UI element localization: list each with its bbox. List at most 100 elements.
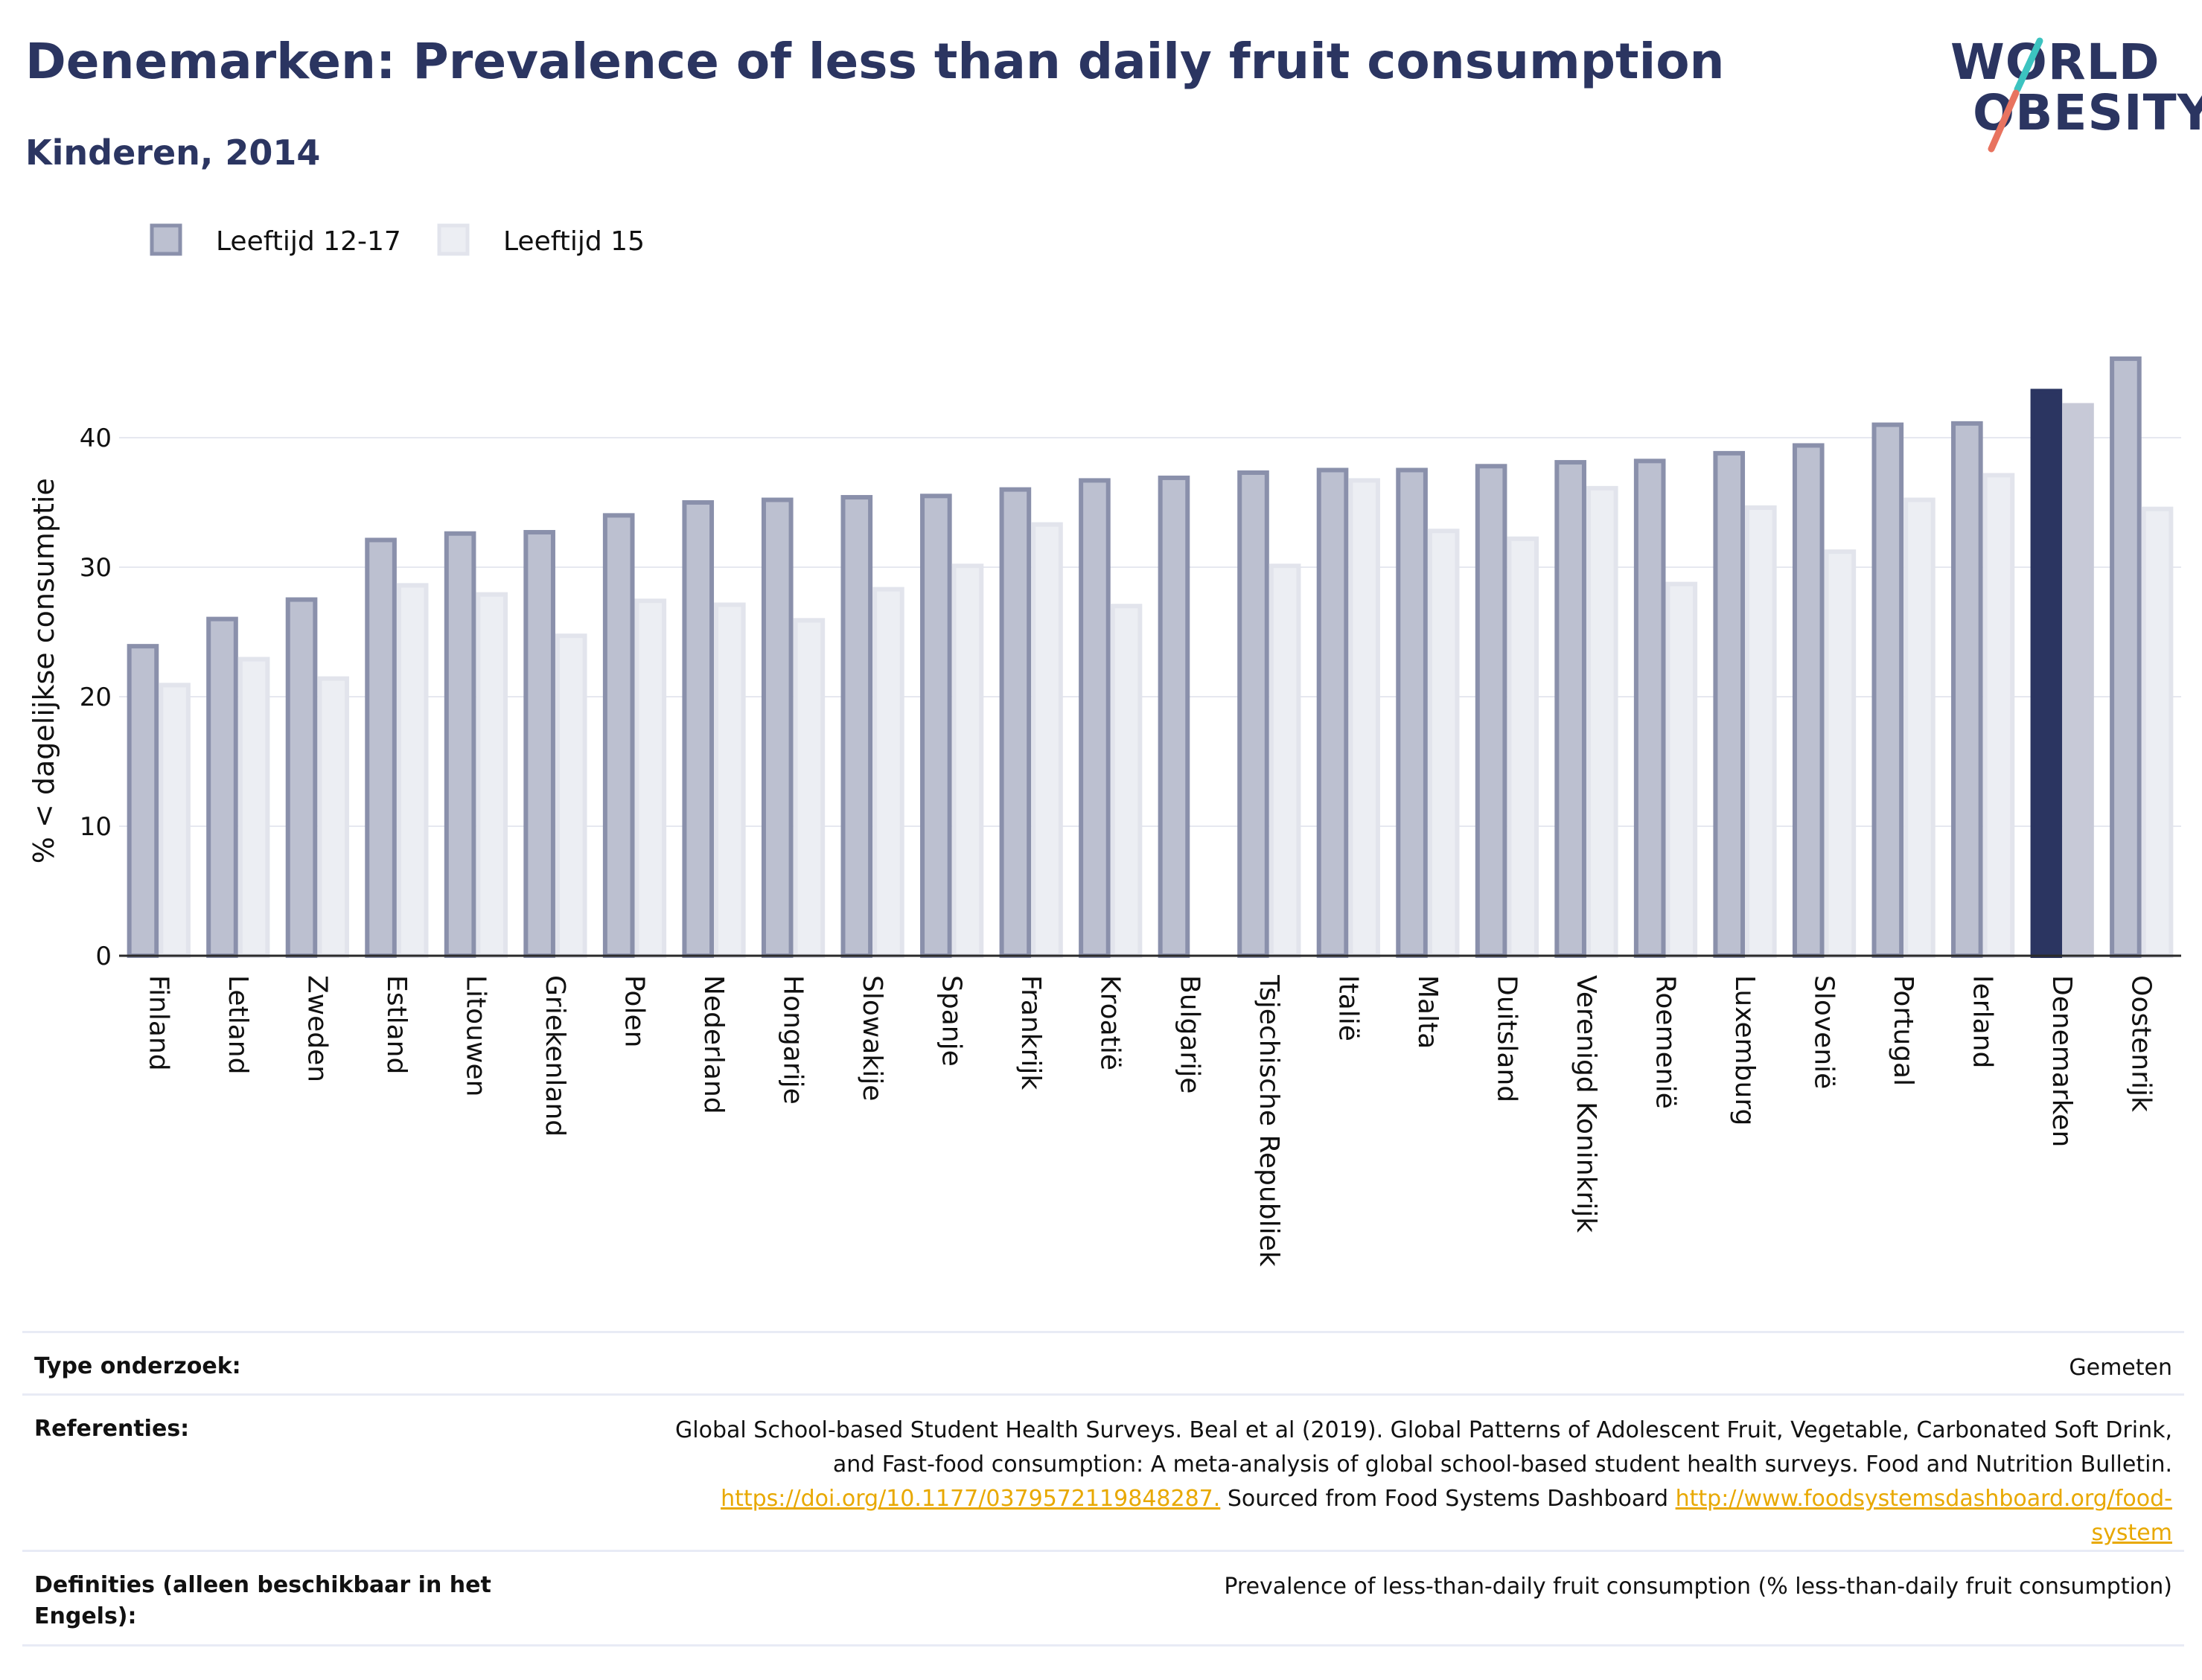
- bar-series-2: [476, 592, 508, 958]
- bar-series-2: [159, 683, 191, 959]
- bar-series-1: [682, 500, 715, 958]
- bar-series-1: [1079, 478, 1111, 959]
- ref-text-1: Global School-based Student Health Surve…: [675, 1417, 2172, 1443]
- chart-title: Denemarken: Prevalence of less than dail…: [25, 33, 1725, 90]
- x-category-label: Litouwen: [460, 975, 491, 1096]
- bar-series-2: [1745, 505, 1777, 958]
- bar-series-1: [1158, 475, 1190, 958]
- bar-series-1: [1713, 450, 1746, 958]
- legend-swatch-series-2: [437, 223, 470, 256]
- bar-series-2: [714, 602, 746, 959]
- x-category-label: Malta: [1412, 975, 1443, 1049]
- x-category-label: Portugal: [1888, 975, 1918, 1086]
- x-category-label: Oostenrijk: [2126, 975, 2157, 1112]
- meta-ref-value: Global School-based Student Health Surve…: [549, 1414, 2172, 1550]
- x-category-label: Estland: [381, 975, 412, 1074]
- bar-series-1: [602, 513, 635, 958]
- bar-series-2: [1586, 485, 1618, 958]
- bar-series-2: [951, 563, 984, 958]
- bar-series-1: [285, 597, 318, 958]
- bar-series-1: [920, 494, 952, 958]
- bar-series-2: [1268, 563, 1301, 958]
- bar-series-1: [1554, 460, 1586, 958]
- bar-series-2: [1427, 528, 1460, 958]
- meta-def-value: Prevalence of less-than-daily fruit cons…: [1224, 1574, 2172, 1600]
- bar-series-2: [1110, 604, 1143, 958]
- meta-row-definitions: Definities (alleen beschikbaar in het En…: [22, 1550, 2184, 1647]
- x-category-label: Bulgarije: [1174, 975, 1204, 1093]
- bar-series-1: [761, 497, 794, 958]
- legend-label-series-2: Leeftijd 15: [503, 226, 645, 257]
- bar-series-1: [1871, 422, 1904, 959]
- bar-series-1: [840, 495, 873, 959]
- bar-series-1: [127, 644, 159, 958]
- metadata-table: Type onderzoek: Gemeten Referenties: Glo…: [22, 1331, 2184, 1647]
- bar-series-1: [1396, 467, 1428, 958]
- bar-series-2: [555, 633, 587, 958]
- bar-series-2: [634, 598, 667, 958]
- x-category-label: Luxemburg: [1729, 975, 1760, 1125]
- meta-row-type: Type onderzoek: Gemeten: [22, 1331, 2184, 1393]
- bar-series-2: [237, 657, 270, 958]
- bar-series-2: [2141, 506, 2174, 958]
- bar-series-2: [793, 618, 826, 959]
- meta-ref-label: Referenties:: [34, 1416, 190, 1442]
- y-tick-label: 0: [95, 942, 112, 971]
- meta-type-value: Gemeten: [2069, 1355, 2172, 1381]
- bar-series-2: [2062, 403, 2094, 958]
- bar-series-1: [444, 531, 476, 958]
- x-category-label: Duitsland: [1491, 975, 1522, 1102]
- x-category-label: Letland: [223, 975, 253, 1074]
- bar-series-1: [2110, 356, 2142, 959]
- x-category-label: Spanje: [936, 975, 967, 1067]
- doi-link[interactable]: https://doi.org/10.1177/0379572119848287…: [721, 1486, 1221, 1512]
- bar-series-1: [206, 616, 238, 958]
- x-category-label: Tsjechische Republiek: [1254, 974, 1284, 1267]
- y-axis-title: % < dagelijkse consumptie: [28, 478, 60, 863]
- bar-series-1: [1237, 470, 1269, 959]
- bar-series-1: [1951, 421, 1983, 958]
- chart-subtitle: Kinderen, 2014: [25, 132, 321, 173]
- x-category-label: Ierland: [1968, 975, 1998, 1068]
- bar-series-1: [1475, 464, 1507, 958]
- bar-series-2: [1903, 497, 1935, 958]
- x-category-label: Italië: [1333, 975, 1363, 1041]
- logo-slash-icon: [1988, 37, 2043, 153]
- x-category-label: Nederland: [698, 975, 729, 1114]
- dashboard-link-part1[interactable]: http://www.foodsystemsdashboard.org/food…: [1675, 1486, 2172, 1512]
- legend-label-series-1: Leeftijd 12-17: [216, 226, 401, 257]
- x-category-label: Zweden: [301, 975, 332, 1082]
- x-category-label: Polen: [619, 975, 650, 1047]
- y-tick-label: 30: [80, 553, 112, 583]
- x-category-label: Hongarije: [778, 975, 808, 1105]
- x-category-label: Frankrijk: [1015, 975, 1046, 1090]
- world-obesity-logo: WORLD OBESITY: [1935, 33, 2202, 164]
- bar-series-1: [523, 530, 555, 958]
- meta-type-label: Type onderzoek:: [34, 1353, 241, 1379]
- bar-series-2: [1507, 536, 1539, 959]
- x-category-label: Roemenië: [1650, 975, 1681, 1109]
- bar-series-1: [1633, 459, 1666, 958]
- bar-series-2: [1982, 473, 2015, 958]
- dashboard-link-part2[interactable]: system: [2091, 1520, 2172, 1546]
- y-tick-label: 40: [80, 424, 112, 453]
- bar-series-2: [1348, 478, 1380, 959]
- bar-chart: 0 10 20 30 40 % < dagelijkse consumptie Finlan…: [28, 223, 2181, 1267]
- x-category-label: Finland: [143, 975, 173, 1071]
- x-category-label: Kroatië: [1095, 975, 1126, 1070]
- x-category-label: Denemarken: [2046, 975, 2077, 1147]
- bar-series-1: [999, 487, 1032, 959]
- x-category-label: Slovenië: [1809, 975, 1839, 1089]
- x-category-label: Slowakije: [857, 975, 887, 1101]
- meta-def-label: Definities (alleen beschikbaar in het En…: [34, 1572, 491, 1629]
- x-category-label: Griekenland: [540, 975, 570, 1137]
- bar-series-2: [1824, 549, 1857, 958]
- meta-row-references: Referenties: Global School-based Student…: [22, 1393, 2184, 1550]
- bar-series-2: [1031, 522, 1063, 958]
- bar-series-2: [317, 676, 349, 958]
- legend-swatch-series-1: [150, 223, 182, 256]
- ref-text-mid: Sourced from Food Systems Dashboard: [1220, 1486, 1676, 1512]
- bar-series-2: [396, 583, 429, 958]
- ref-text-2: and Fast-food consumption: A meta-analys…: [832, 1451, 2172, 1478]
- bar-series-1: [1316, 467, 1349, 958]
